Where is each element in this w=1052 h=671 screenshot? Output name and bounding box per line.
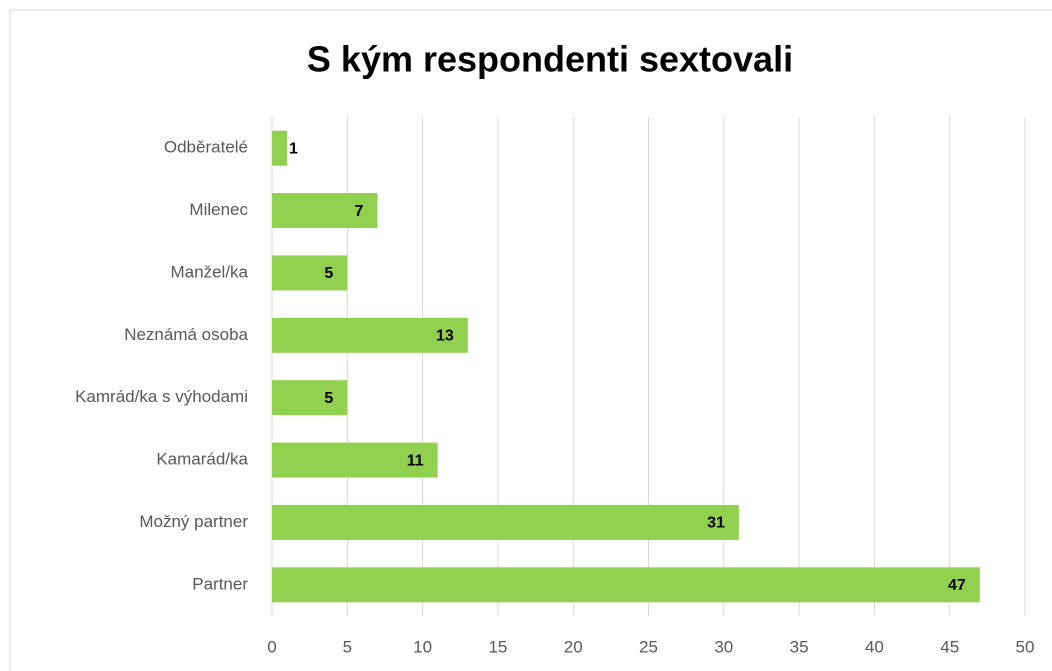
y-tick-label: Kamarád/ka — [156, 450, 248, 469]
x-tick-label: 50 — [1016, 637, 1035, 656]
x-tick-label: 35 — [790, 637, 809, 656]
data-label: 11 — [407, 452, 424, 469]
y-tick-label: Milenec — [189, 200, 248, 219]
bar — [272, 567, 980, 603]
y-tick-label: Neznámá osoba — [124, 325, 248, 344]
data-label: 13 — [436, 328, 454, 345]
data-label: 5 — [324, 390, 333, 407]
x-tick-label: 10 — [413, 637, 432, 656]
y-tick-label: Kamrád/ka s výhodami — [75, 387, 248, 406]
data-label: 47 — [948, 577, 966, 594]
x-tick-label: 20 — [564, 637, 583, 656]
chart-title: S kým respondenti sextovali — [307, 39, 793, 80]
bar — [272, 504, 739, 540]
x-tick-label: 25 — [639, 637, 658, 656]
x-tick-label: 0 — [267, 637, 276, 656]
bar — [272, 442, 438, 478]
bar — [272, 130, 288, 166]
data-label: 1 — [289, 140, 298, 157]
x-tick-label: 45 — [940, 637, 959, 656]
data-label: 31 — [707, 515, 725, 532]
bar — [272, 193, 378, 229]
data-label: 7 — [355, 203, 364, 220]
y-tick-label: Partner — [192, 574, 248, 593]
bar — [272, 317, 468, 353]
chart-frame — [9, 9, 1052, 671]
x-tick-label: 40 — [865, 637, 884, 656]
bar — [272, 255, 348, 291]
data-label: 5 — [324, 265, 333, 282]
bar — [272, 380, 348, 416]
x-tick-label: 15 — [488, 637, 507, 656]
x-tick-label: 30 — [714, 637, 733, 656]
y-tick-label: Odběratelé — [164, 138, 248, 157]
y-tick-label: Možný partner — [139, 512, 248, 531]
x-tick-label: 5 — [343, 637, 352, 656]
y-tick-label: Manžel/ka — [171, 262, 249, 281]
